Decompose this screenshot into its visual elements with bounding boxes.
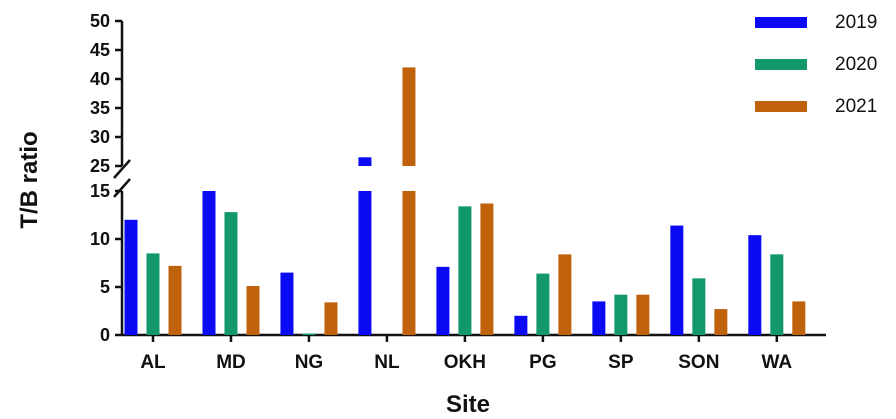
bar-2021-NL	[402, 191, 416, 335]
bar-2020-AL	[146, 253, 160, 335]
x-tick-label: PG	[529, 352, 556, 373]
bars	[124, 67, 806, 335]
axis-break-mark	[113, 159, 131, 179]
bar-2021-OKH	[480, 203, 494, 335]
bar-2020-WA	[770, 254, 784, 335]
bar-2019-SON	[670, 225, 684, 335]
y-tick-label: 0	[100, 325, 110, 345]
x-axis-title: Site	[446, 391, 490, 418]
y-tick-label: 5	[100, 277, 110, 297]
bar-2019-NL-upper	[358, 157, 372, 166]
x-tick-label: NL	[374, 352, 400, 373]
bar-2019-WA	[748, 235, 762, 335]
y-axis-title: T/B ratio	[16, 131, 43, 228]
axis-break-mark	[113, 178, 131, 198]
bar-2021-AL	[168, 265, 182, 335]
bar-2020-NG	[302, 333, 316, 335]
bar-2019-PG	[514, 315, 528, 335]
x-tick-label: OKH	[444, 352, 486, 373]
x-tick-label: WA	[762, 352, 793, 373]
y-tick-label: 10	[90, 229, 110, 249]
bar-2021-PG	[558, 254, 572, 335]
bar-2021-NL-upper	[402, 67, 416, 166]
bar-2021-SP	[636, 294, 650, 335]
x-tick-label: SP	[608, 352, 634, 373]
bar-2019-SP	[592, 301, 606, 335]
x-tick-label: AL	[140, 352, 166, 373]
y-tick-label: 35	[90, 98, 110, 118]
y-tick-label: 30	[90, 127, 110, 147]
bar-2021-SON	[714, 309, 728, 335]
legend-swatch-2020	[755, 59, 807, 70]
bar-2019-NL	[358, 191, 372, 335]
bar-2021-NG	[324, 302, 338, 335]
y-tick-label: 40	[90, 69, 110, 89]
axes	[113, 19, 826, 342]
bar-2020-PG	[536, 273, 550, 335]
x-tick-label: MD	[216, 352, 246, 373]
legend-label-2019: 2019	[835, 12, 877, 33]
y-tick-label: 50	[90, 11, 110, 31]
y-tick-label: 25	[90, 156, 110, 176]
bar-2020-SP	[614, 294, 628, 335]
bar-2019-AL	[124, 219, 138, 335]
legend: 2019 2020 2021	[755, 12, 877, 117]
bar-2020-SON	[692, 278, 706, 335]
legend-swatch-2019	[755, 17, 807, 28]
bar-2019-NG	[280, 272, 294, 335]
legend-swatch-2021	[755, 101, 807, 112]
bar-2020-MD	[224, 212, 238, 335]
x-tick-label: SON	[678, 352, 719, 373]
x-tick-label: NG	[295, 352, 324, 373]
legend-label-2020: 2020	[835, 54, 877, 75]
bar-2019-MD	[202, 191, 216, 335]
bar-2019-OKH	[436, 266, 450, 335]
y-tick-label: 15	[90, 181, 110, 201]
category-labels: AL MD NG NL OKH PG SP SON WA	[140, 352, 792, 373]
tick-labels: 0 5 10 15 25 30 35 40 45 50	[90, 11, 110, 345]
y-tick-label: 45	[90, 40, 110, 60]
bar-2020-OKH	[458, 206, 472, 335]
bar-2021-WA	[792, 301, 806, 335]
bar-2021-MD	[246, 286, 260, 335]
legend-label-2021: 2021	[835, 96, 877, 117]
